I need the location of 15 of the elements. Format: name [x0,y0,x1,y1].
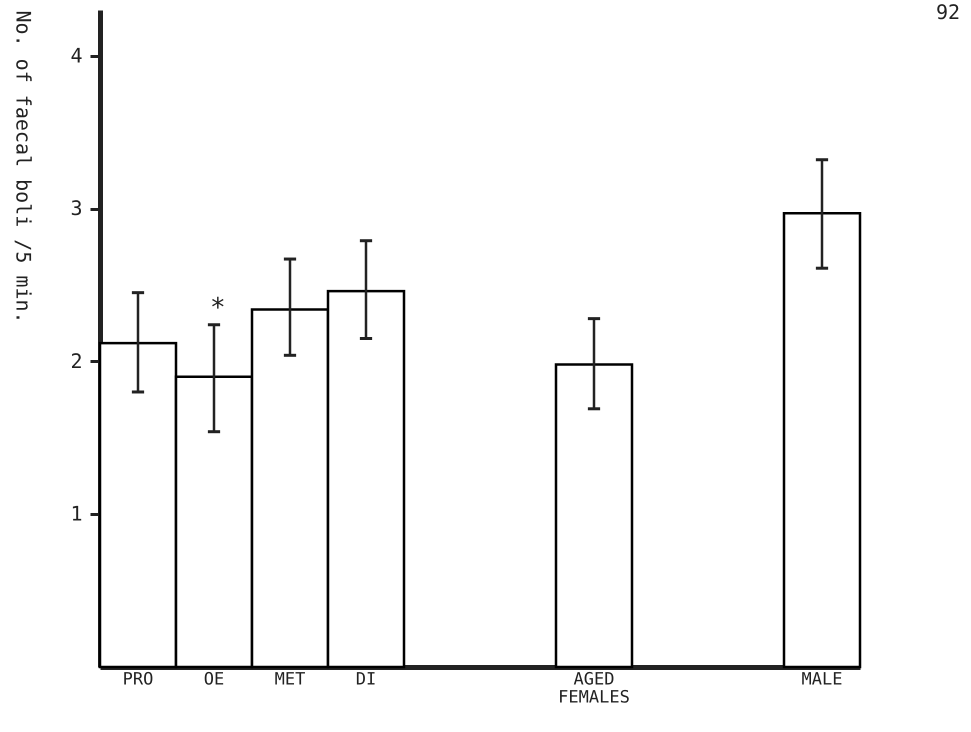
y-tick-label: 3 [70,196,82,220]
x-tick-label: PRO [122,670,154,690]
annotation: * [210,293,226,323]
x-tick-label: OE [204,670,224,690]
y-tick-label: 4 [70,43,82,68]
x-tick-label: MALE [802,670,842,690]
x-tick-label: AGED FEMALES [558,670,630,708]
y-tick-label: 1 [70,502,82,526]
bar [782,212,862,668]
bar [554,363,634,668]
y-axis-title: No. of faecal boli /5 min. [12,10,36,324]
y-tick-label: 2 [70,348,82,373]
x-tick-label: DI [356,670,376,690]
text: 92 [936,0,960,24]
x-tick-label: MET [274,670,306,690]
